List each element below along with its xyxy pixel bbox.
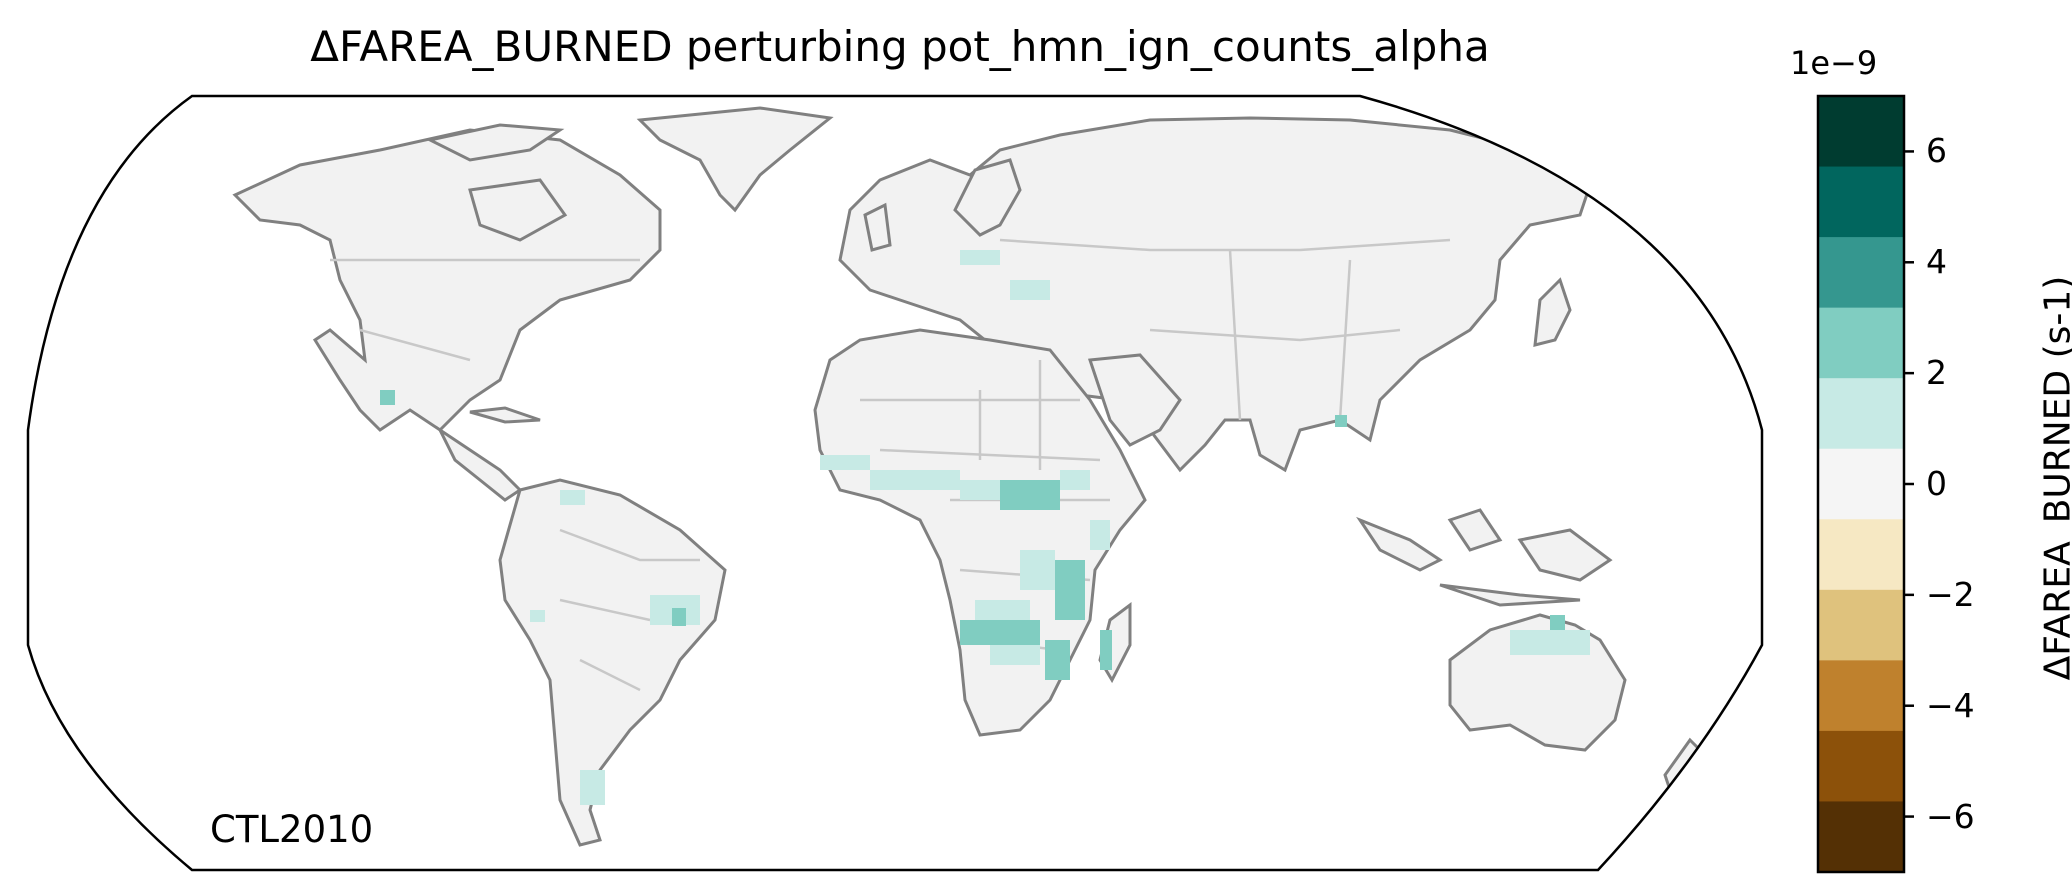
colorbar-band <box>1818 801 1904 873</box>
country-borders <box>330 238 1451 692</box>
colorbar-exponent: 1e−9 <box>1790 44 1878 82</box>
land-central-america <box>436 425 523 502</box>
land-arabia <box>1087 353 1182 447</box>
land-cuba <box>469 406 541 424</box>
colorbar-band <box>1818 448 1904 520</box>
burned-area-cells <box>380 250 1590 805</box>
colorbar-tick-label: −2 <box>1926 574 1975 614</box>
colorbar-tick-label: 0 <box>1926 464 1947 503</box>
map-outline <box>26 94 1764 872</box>
colorbar-tick-label: 6 <box>1926 131 1947 171</box>
colorbar-band <box>1818 378 1904 450</box>
colorbar-tick-label: −4 <box>1926 685 1975 725</box>
colorbar-tick-label: 4 <box>1926 242 1947 282</box>
colorbar-band <box>1818 166 1904 238</box>
colorbar-tick-label: 2 <box>1926 353 1947 393</box>
colorbar-label: ΔFAREA_BURNED (s-1) <box>2037 275 2072 681</box>
colorbar-band <box>1818 307 1904 379</box>
colorbar-band <box>1818 730 1904 802</box>
colorbar-band <box>1818 660 1904 732</box>
land-arctic-islands <box>425 123 568 242</box>
colorbar <box>1816 94 1914 874</box>
chart-title: ΔFAREA_BURNED perturbing pot_hmn_ign_cou… <box>310 22 1490 71</box>
land-british-isles <box>863 202 892 252</box>
colorbar-tick-label: −6 <box>1926 796 1975 836</box>
land-africa <box>813 328 1147 737</box>
land-north-america <box>232 128 662 432</box>
colorbar-band <box>1818 519 1904 591</box>
land-greenland <box>636 106 834 213</box>
land-indonesia <box>1356 508 1613 607</box>
land-south-america <box>498 478 727 847</box>
run-label: CTL2010 <box>210 808 374 851</box>
colorbar-band <box>1818 96 1904 168</box>
land-japan <box>1533 277 1572 347</box>
colorbar-band <box>1818 589 1904 661</box>
land-scandinavia <box>953 158 1022 237</box>
colorbar-band <box>1818 237 1904 309</box>
map-content <box>232 106 1707 847</box>
